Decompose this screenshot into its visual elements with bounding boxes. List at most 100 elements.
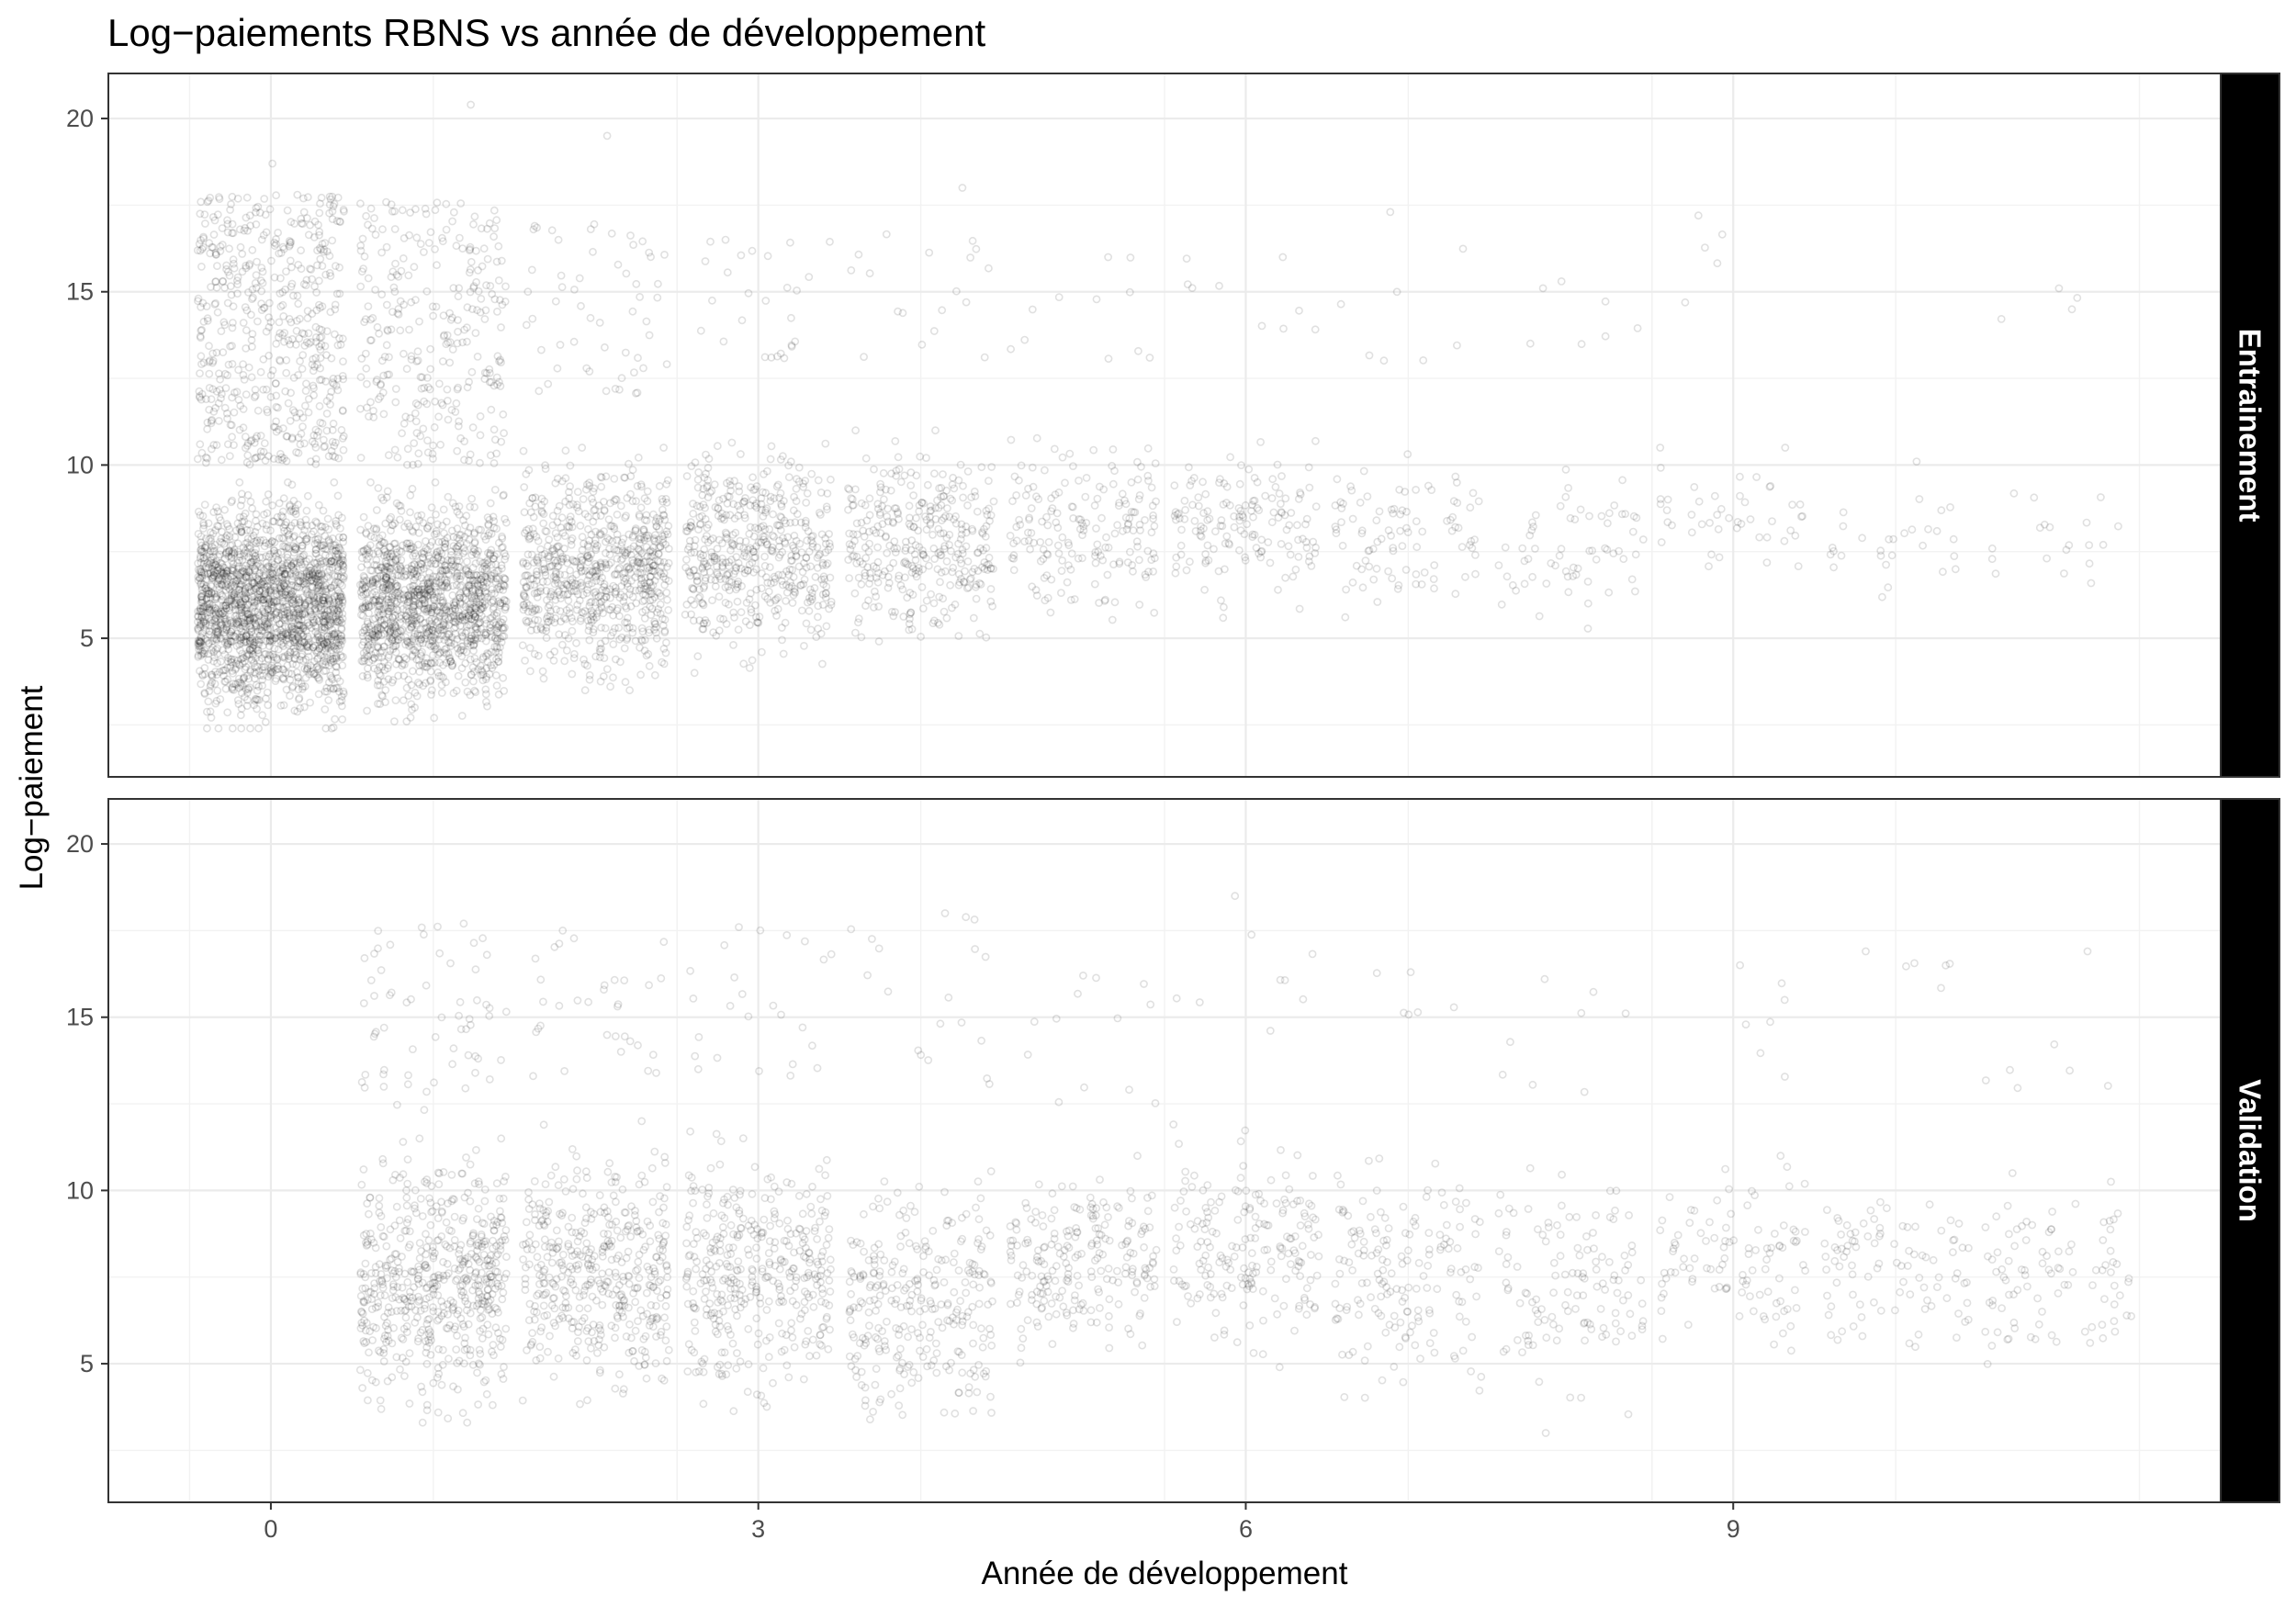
data-point [240,674,248,682]
data-point [306,608,315,616]
data-point [335,597,343,606]
data-point [323,621,332,630]
data-point [242,685,251,694]
data-point [246,557,255,567]
data-point [214,628,222,636]
data-point [210,680,219,689]
data-point [299,622,309,630]
data-point [291,646,299,656]
data-point [253,559,263,568]
data-point [302,641,311,650]
data-point [255,593,264,602]
data-point [225,524,234,534]
data-point [276,583,286,592]
data-point [239,633,248,642]
data-point [200,556,209,565]
data-point [227,549,236,557]
data-point [291,635,299,644]
data-point [208,565,217,573]
data-point [318,637,327,646]
data-point [265,633,275,642]
data-point [325,605,334,614]
data-point [319,593,328,601]
data-point [206,528,215,537]
data-point [244,685,253,694]
data-point [226,655,235,664]
data-point [270,582,279,591]
chart-title: Log−paiements RBNS vs année de développe… [107,11,985,54]
data-point [272,608,281,616]
data-point [259,662,268,671]
data-point [198,524,208,533]
data-point [278,653,287,661]
data-point [303,662,312,671]
data-point [311,635,320,644]
data-point [239,614,248,623]
data-point [305,596,314,605]
data-point [219,601,229,611]
data-point [194,566,203,574]
data-point [245,615,254,624]
data-point [280,597,289,605]
data-point [255,631,264,640]
data-point [279,675,288,684]
data-point [198,554,208,562]
data-point [240,657,249,666]
data-point [210,653,219,662]
data-point [297,630,306,639]
data-point [211,610,220,619]
data-point [314,569,322,579]
data-point [323,614,332,624]
data-point [330,572,339,581]
data-point [332,617,340,626]
data-point [294,673,303,681]
data-point [255,553,264,562]
data-point [278,577,287,585]
data-point [197,579,206,588]
data-point [270,560,279,569]
data-point [330,629,339,638]
data-point [253,608,263,617]
data-point [322,611,331,619]
data-point [334,610,343,619]
data-point [299,638,309,646]
data-point [262,585,271,594]
data-point [216,545,225,555]
data-point [231,592,240,601]
data-point [230,590,239,600]
data-point [317,526,326,535]
data-point [251,527,260,536]
data-point [290,545,299,554]
data-point [287,598,297,607]
data-point [329,723,338,732]
data-point [297,652,306,661]
data-point [321,614,330,624]
data-point [291,595,300,604]
data-point [333,683,343,692]
data-point [319,617,328,626]
data-point [195,646,203,654]
data-point [221,581,231,590]
data-point [320,618,329,627]
data-point [337,618,346,627]
data-point [196,637,205,646]
data-point [230,548,239,557]
data-point [323,635,332,644]
data-point [294,635,303,644]
data-point [228,625,237,635]
data-point [204,638,213,647]
data-point [289,508,298,516]
data-point [303,588,312,597]
data-point [288,634,298,643]
data-point [322,632,332,640]
data-point [331,644,340,653]
data-point [278,507,287,516]
data-point [283,565,291,574]
data-point [313,577,322,585]
data-point [322,638,332,646]
data-point [317,604,326,613]
data-point [250,579,258,588]
data-point [291,504,299,513]
data-point [287,596,297,604]
